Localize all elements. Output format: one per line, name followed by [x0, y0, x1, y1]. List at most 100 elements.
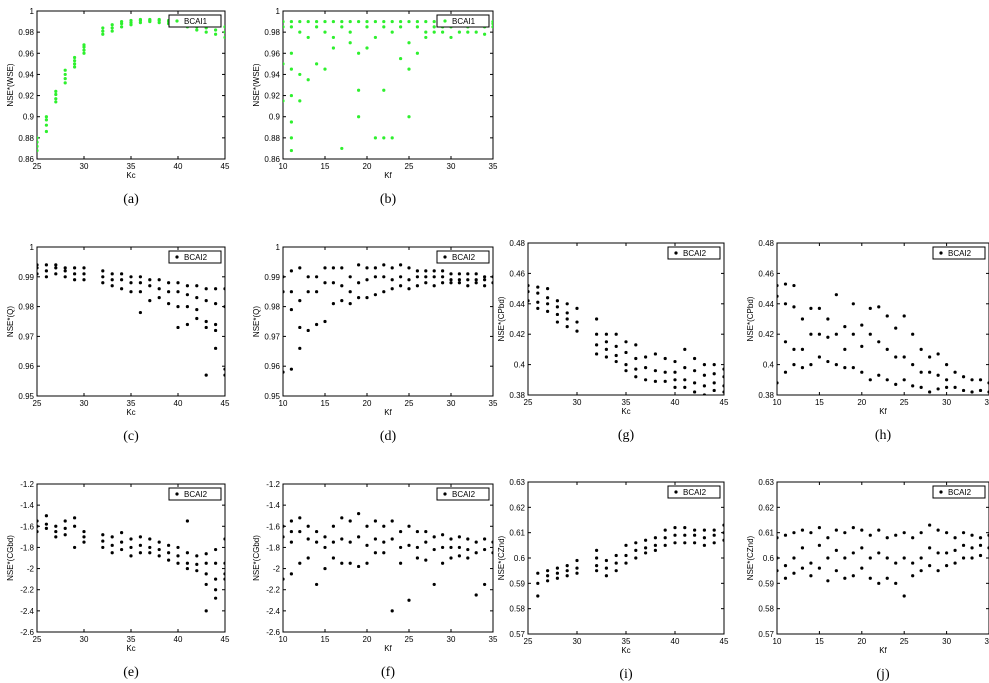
data-point — [877, 528, 881, 532]
data-point — [167, 551, 171, 555]
data-point — [624, 543, 628, 547]
data-point — [37, 266, 39, 270]
data-point — [415, 529, 419, 534]
y-tick-label: 0.4 — [514, 361, 526, 370]
data-point — [673, 378, 677, 382]
legend-marker — [674, 251, 678, 255]
data-point — [148, 284, 152, 288]
y-axis-title: NSE*(Q) — [252, 306, 261, 337]
data-point — [911, 536, 915, 540]
data-point — [82, 43, 86, 47]
x-tick-label: 25 — [33, 635, 42, 644]
data-point — [843, 576, 847, 580]
data-point — [919, 531, 923, 535]
legend-label: BCAI1 — [184, 17, 208, 26]
data-point — [424, 281, 428, 285]
y-tick-label: 0.44 — [758, 300, 774, 309]
data-point — [306, 537, 310, 541]
x-axis-title: Kc — [621, 407, 630, 416]
y-tick-label: 0.88 — [18, 134, 34, 143]
data-point — [357, 535, 361, 539]
data-point — [634, 556, 638, 560]
data-point — [945, 531, 949, 535]
data-point — [466, 556, 470, 560]
data-point — [148, 551, 152, 555]
data-point — [204, 552, 208, 556]
legend-label: BCAI2 — [184, 253, 208, 262]
y-tick-label: 0.6 — [763, 554, 775, 563]
panel-h: 10 15 20 25 30 35 0.38 0.4 0.42 0.44 0.46 0.48 Kf NSE… — [746, 239, 989, 443]
x-tick-label: 45 — [221, 635, 230, 644]
x-tick-label: 30 — [80, 635, 89, 644]
y-tick-label: -1.4 — [20, 501, 34, 510]
data-point — [851, 332, 855, 336]
data-point — [961, 388, 966, 393]
legend: BCAI2 — [168, 487, 222, 501]
data-point — [902, 556, 906, 560]
y-tick-label: -2.4 — [20, 607, 34, 616]
data-point — [536, 300, 540, 304]
data-point — [44, 522, 49, 526]
data-point — [604, 355, 609, 359]
x-tick-label: 30 — [447, 635, 456, 644]
data-point — [306, 328, 310, 333]
data-point — [809, 332, 813, 336]
data-point — [323, 545, 327, 550]
data-point — [37, 272, 39, 276]
data-point — [315, 582, 319, 587]
data-point — [357, 564, 361, 569]
data-point — [722, 523, 724, 527]
plot-frame — [776, 242, 989, 396]
data-point — [223, 25, 225, 29]
data-point — [331, 35, 335, 40]
data-point — [712, 363, 716, 367]
data-point — [683, 541, 687, 545]
data-point — [432, 19, 436, 24]
data-point — [323, 30, 327, 34]
data-point — [800, 566, 805, 570]
legend-label: BCAI2 — [452, 490, 476, 499]
plot-frame — [527, 481, 725, 635]
data-point — [407, 278, 411, 282]
data-point — [148, 545, 152, 550]
data-point — [214, 28, 218, 32]
data-point — [936, 387, 940, 391]
data-point — [441, 275, 445, 279]
data-point — [37, 529, 39, 534]
data-point — [185, 322, 189, 327]
data-point — [424, 275, 428, 279]
y-tick-label: 0.96 — [264, 49, 280, 58]
x-tick-label: 25 — [405, 399, 414, 408]
data-point — [82, 272, 86, 276]
x-tick-label: 15 — [321, 162, 330, 171]
data-point — [483, 278, 487, 282]
data-point — [693, 381, 697, 385]
data-point — [702, 363, 707, 367]
data-point — [138, 310, 142, 315]
data-point — [457, 272, 461, 276]
data-point — [120, 531, 124, 535]
y-tick-label: 0.58 — [758, 605, 774, 614]
data-point — [223, 35, 225, 40]
data-point — [157, 554, 161, 558]
data-point — [138, 17, 142, 22]
data-point — [491, 275, 493, 279]
y-tick-label: 0.96 — [264, 362, 280, 371]
panel-caption: (g) — [618, 428, 635, 443]
data-point — [63, 269, 67, 273]
x-tick-label: 30 — [942, 398, 951, 407]
legend-box — [667, 485, 721, 499]
y-tick-label: -2 — [27, 565, 35, 574]
x-tick-label: 30 — [573, 637, 582, 646]
data-point — [390, 30, 394, 34]
x-axis-title: Kc — [621, 646, 630, 655]
data-point — [283, 25, 285, 29]
panel-j: 10 15 20 25 30 35 0.57 0.58 0.59 0.6 0.61 0.62 0.63 K… — [746, 478, 989, 682]
y-tick-label: -2.6 — [20, 628, 34, 637]
panel-e: 25 30 35 40 45 -2.6 -2.4 -2.2 -2 -1.8 -1.6 -1.4 -1.2… — [6, 480, 230, 680]
data-point — [424, 19, 428, 24]
data-point — [800, 366, 805, 370]
data-point — [546, 287, 550, 291]
x-tick-label: 15 — [321, 635, 330, 644]
x-tick-label: 45 — [720, 637, 729, 646]
